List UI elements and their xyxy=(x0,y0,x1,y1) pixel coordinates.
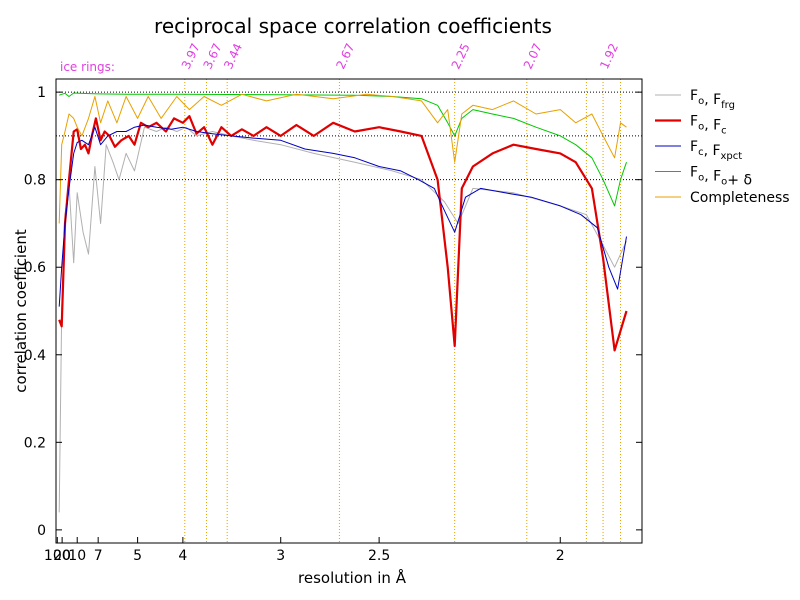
x-tick-label: 10 xyxy=(68,548,86,564)
y-axis-label: correlation coefficient xyxy=(12,229,30,393)
legend-item: Completeness xyxy=(655,190,790,206)
legend-item: Fo, Fo+ δ xyxy=(655,165,752,189)
ice-ring-label: 2.25 xyxy=(449,41,473,71)
legend-item: Fc, Fxpct xyxy=(655,139,742,162)
series-line xyxy=(59,92,627,207)
x-tick-label: 20 xyxy=(53,548,71,564)
chart-title: reciprocal space correlation coefficient… xyxy=(154,14,552,38)
y-tick-label: 0 xyxy=(37,523,46,539)
ice-ring-label: 2.67 xyxy=(333,41,357,71)
ice-ring-label: 3.67 xyxy=(201,41,225,71)
legend-label: Fo, Ffrg xyxy=(690,88,735,111)
y-tick-label: 0.8 xyxy=(24,173,46,189)
series-layer xyxy=(58,92,628,513)
x-tick-label: 2 xyxy=(556,548,565,564)
y-tick-label: 0.2 xyxy=(24,435,46,451)
y-tick-label: 0.4 xyxy=(24,348,46,364)
legend-label: Fo, Fc xyxy=(690,114,727,137)
legend-item: Fo, Ffrg xyxy=(655,88,735,111)
ice-rings-label: ice rings: xyxy=(60,60,115,74)
y-axis-ticks: 0 0.2 0.4 0.6 0.8 1 xyxy=(24,85,642,539)
legend-label: Fc, Fxpct xyxy=(690,139,742,162)
y-tick-label: 1 xyxy=(37,85,46,101)
series-line xyxy=(58,124,627,307)
y-tick-label: 0.6 xyxy=(24,260,46,276)
x-tick-label: 100 xyxy=(44,548,71,564)
ice-ring-label: 2.07 xyxy=(521,41,545,71)
legend-item: Fo, Fc xyxy=(655,114,727,137)
x-tick-label: 3 xyxy=(276,548,285,564)
legend-label: Fo, Fo+ δ xyxy=(690,165,752,189)
ice-ring-label: 3.97 xyxy=(179,41,203,71)
series-line xyxy=(58,126,627,513)
ice-ring-lines xyxy=(184,79,622,543)
series-line xyxy=(58,93,627,224)
series-line xyxy=(58,115,628,352)
x-tick-label: 7 xyxy=(94,548,103,564)
plot-frame xyxy=(55,78,643,544)
x-axis-label: resolution in Å xyxy=(298,568,407,587)
x-tick-label: 5 xyxy=(133,548,142,564)
legend-label: Completeness xyxy=(690,190,790,206)
ice-ring-label: 1.92 xyxy=(597,41,621,71)
x-tick-label: 2.5 xyxy=(368,548,390,564)
x-tick-label: 4 xyxy=(178,548,187,564)
ice-ring-label: 3.44 xyxy=(221,41,245,71)
